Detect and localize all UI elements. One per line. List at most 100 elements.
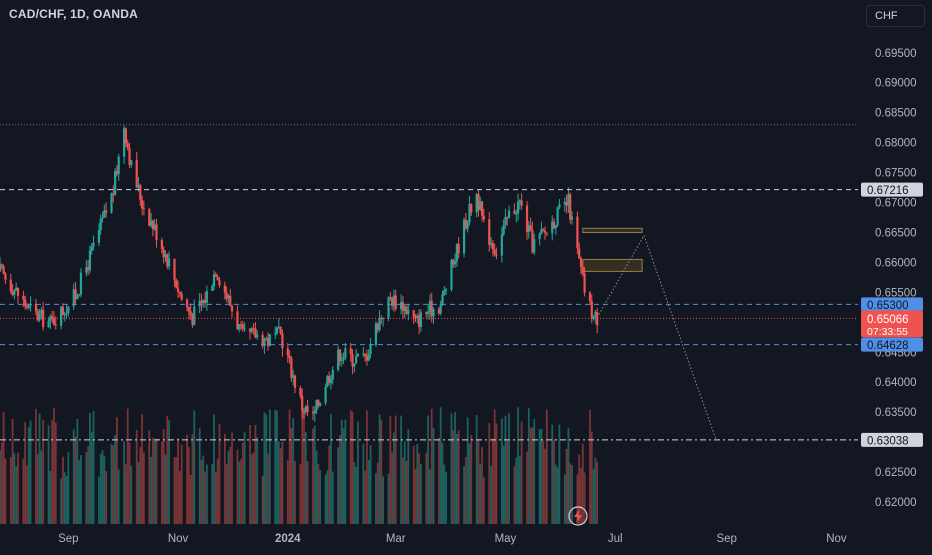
candle-body bbox=[502, 225, 505, 235]
volume-bar bbox=[243, 431, 246, 524]
volume-bar bbox=[526, 451, 528, 524]
candle-body bbox=[54, 324, 57, 326]
candle-body bbox=[317, 399, 320, 406]
volume-bar bbox=[382, 476, 385, 524]
volume-bar bbox=[495, 423, 498, 524]
volume-bar bbox=[227, 451, 230, 524]
volume-bar bbox=[101, 450, 104, 524]
volume-bar bbox=[306, 460, 309, 524]
volume-bar bbox=[394, 415, 397, 524]
candle-body bbox=[266, 338, 270, 346]
volume-bar bbox=[339, 435, 341, 524]
volume-bar bbox=[337, 447, 340, 524]
volume-bar bbox=[452, 430, 455, 524]
volume-bar bbox=[60, 478, 63, 524]
candle-body bbox=[2, 266, 5, 274]
candle-body bbox=[38, 314, 41, 321]
y-tick-label: 0.66500 bbox=[875, 227, 917, 239]
candle-body bbox=[466, 222, 469, 229]
volume-bar bbox=[315, 450, 318, 524]
volume-bar bbox=[238, 461, 241, 524]
candle-body bbox=[513, 210, 516, 215]
candle-body bbox=[175, 279, 178, 289]
volume-bar bbox=[205, 464, 208, 524]
candle-body bbox=[594, 311, 597, 316]
volume-bar bbox=[491, 438, 494, 524]
candle-body bbox=[214, 274, 217, 277]
volume-bar bbox=[27, 427, 30, 524]
volume-bar bbox=[51, 419, 54, 524]
volume-bar bbox=[139, 446, 142, 524]
projection-layer bbox=[596, 234, 717, 440]
volume-bar bbox=[240, 459, 242, 524]
candle-body bbox=[299, 387, 302, 396]
candle-body bbox=[355, 356, 358, 364]
candle-body bbox=[167, 258, 171, 267]
currency-button[interactable]: CHF bbox=[866, 5, 925, 27]
volume-bar bbox=[130, 466, 133, 524]
volume-bar bbox=[198, 428, 201, 524]
candle-body bbox=[489, 243, 493, 245]
volume-bar bbox=[500, 418, 503, 524]
candle-body bbox=[268, 334, 271, 346]
candle-body bbox=[457, 243, 460, 254]
candle-body bbox=[329, 379, 333, 383]
candle-body bbox=[306, 406, 309, 413]
volume-bar bbox=[520, 421, 523, 524]
y-tick-label: 0.67500 bbox=[875, 168, 917, 180]
candle-body bbox=[389, 296, 392, 298]
volume-bar bbox=[249, 424, 251, 524]
current-price-label: 0.65066 bbox=[867, 314, 909, 326]
volume-bar bbox=[463, 466, 465, 524]
candle-body bbox=[212, 274, 216, 287]
candle-body bbox=[286, 348, 289, 356]
candle-body bbox=[275, 327, 279, 334]
volume-bar bbox=[482, 477, 485, 524]
volume-bar bbox=[92, 411, 95, 524]
volume-bar bbox=[98, 476, 100, 524]
volume-bar bbox=[364, 470, 367, 524]
candle-body bbox=[218, 280, 221, 286]
candle-body bbox=[304, 406, 307, 413]
candle-body bbox=[79, 272, 83, 295]
volume-bar bbox=[533, 419, 536, 524]
volume-bar bbox=[508, 413, 510, 524]
candle-body bbox=[252, 328, 255, 330]
candle-body bbox=[452, 259, 455, 265]
candle-body bbox=[135, 160, 138, 188]
candle-body bbox=[211, 286, 214, 292]
candle-body bbox=[124, 128, 128, 144]
volume-bar bbox=[54, 422, 57, 524]
candle-body bbox=[590, 301, 593, 319]
volume-bar bbox=[279, 448, 282, 524]
candle-body bbox=[160, 239, 163, 250]
x-tick-label: 2024 bbox=[275, 533, 301, 545]
volume-bar bbox=[545, 409, 548, 524]
volume-bar bbox=[87, 446, 90, 524]
candle-body bbox=[468, 204, 471, 223]
volume-bar bbox=[241, 442, 244, 524]
candle-body bbox=[198, 300, 201, 307]
candle-body bbox=[570, 216, 574, 220]
volume-bar bbox=[76, 419, 79, 524]
candle-body bbox=[432, 309, 435, 317]
candle-body bbox=[464, 219, 467, 229]
volume-bar bbox=[125, 464, 127, 524]
candle-body bbox=[293, 375, 297, 388]
volume-bar bbox=[502, 445, 505, 524]
lightning-icon[interactable] bbox=[567, 505, 589, 527]
volume-bar bbox=[2, 411, 5, 524]
candle-body bbox=[338, 349, 342, 361]
volume-bar bbox=[567, 428, 570, 524]
volume-bar bbox=[187, 447, 190, 524]
volume-bar bbox=[391, 452, 394, 524]
candle-body bbox=[387, 296, 390, 319]
volume-bar bbox=[186, 434, 188, 524]
volume-bar bbox=[214, 471, 217, 524]
candle-body bbox=[61, 306, 65, 316]
candle-body bbox=[367, 354, 370, 361]
candle-body bbox=[545, 232, 548, 234]
candle-body bbox=[527, 225, 530, 232]
